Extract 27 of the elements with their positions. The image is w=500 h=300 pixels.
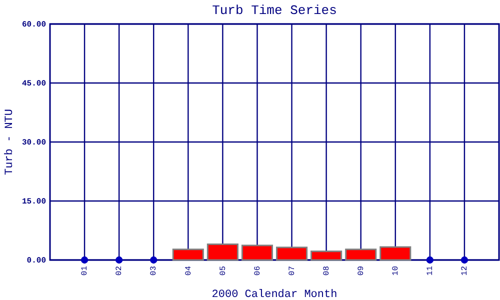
bar: [380, 246, 412, 261]
y-tick-label: 0.00: [26, 256, 46, 266]
y-tick-label: 45.00: [22, 80, 46, 89]
bar: [241, 244, 274, 261]
x-tick-label: 10: [391, 266, 400, 276]
x-axis-title: 2000 Calendar Month: [212, 289, 338, 300]
bar: [276, 246, 308, 261]
y-tick-label: 30.00: [22, 138, 46, 148]
y-tick-label: 15.00: [22, 198, 46, 207]
x-tick-label: 12: [460, 266, 470, 276]
x-tick-label: 08: [322, 266, 332, 276]
bar: [206, 244, 238, 261]
x-tick-label: 01: [80, 266, 90, 276]
x-tick-label: 03: [150, 266, 159, 276]
x-tick-label: 06: [253, 266, 262, 276]
bar: [310, 250, 342, 261]
chart-title: Turb Time Series: [212, 3, 337, 18]
y-axis-title: Turb - NTU: [4, 108, 16, 176]
x-tick-label: 11: [426, 266, 436, 276]
y-tick-label: 60.00: [22, 20, 46, 30]
x-tick-label: 07: [288, 266, 297, 276]
x-tick-label: 09: [356, 266, 366, 276]
x-tick-label: 02: [115, 266, 124, 276]
x-tick-label: 05: [218, 266, 228, 276]
x-tick-label: 04: [184, 266, 194, 276]
bar: [345, 248, 377, 261]
bar: [172, 248, 204, 261]
